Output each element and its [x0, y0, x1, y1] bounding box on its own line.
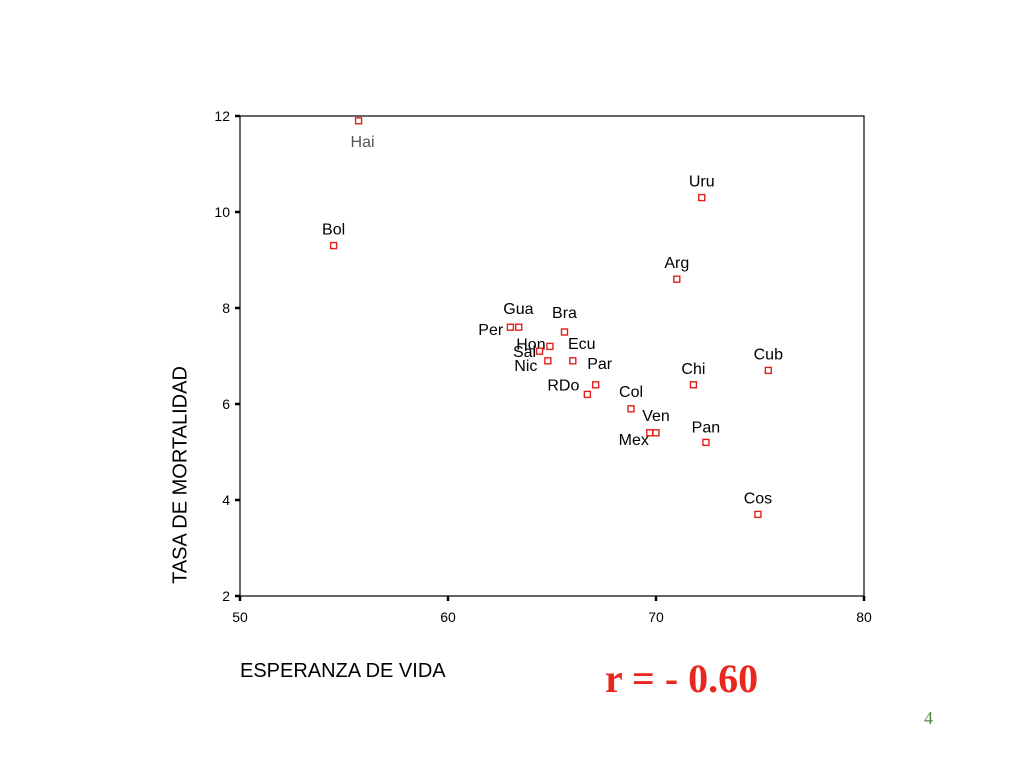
slide-number: 4 [924, 708, 933, 728]
y-tick-label: 2 [222, 588, 230, 604]
point-marker [591, 381, 600, 389]
point-label: RDo [547, 377, 579, 394]
y-tick-label: 4 [222, 492, 230, 508]
point-label: Sal [513, 344, 536, 361]
point-label: Ecu [568, 336, 596, 353]
x-tick-label: 70 [648, 609, 664, 625]
point-marker [560, 328, 569, 336]
point-label: Hai [351, 134, 375, 151]
point-label: Per [478, 322, 504, 339]
point-label: Chi [681, 361, 705, 378]
y-axis-title: TASA DE MORTALIDAD [169, 366, 192, 584]
point-marker [698, 193, 706, 202]
point-label: Cos [744, 490, 772, 507]
point-label: Cub [754, 346, 783, 363]
point-label: Uru [689, 174, 715, 191]
point-marker [673, 275, 681, 283]
point-label: Gua [503, 301, 533, 318]
point-label: Bra [552, 305, 577, 322]
x-axis-title: ESPERANZA DE VIDA [240, 660, 446, 682]
point-label: Nic [514, 358, 537, 375]
point-marker [329, 241, 338, 250]
y-tick-label: 6 [222, 396, 230, 412]
point-marker [583, 390, 592, 399]
y-tick-label: 8 [222, 300, 230, 316]
y-tick-label: 10 [214, 204, 230, 220]
point-marker [354, 117, 363, 125]
point-label: Par [587, 356, 613, 373]
point-marker [544, 357, 552, 365]
point-marker [627, 405, 635, 413]
y-tick-label: 12 [214, 108, 230, 124]
point-marker [764, 366, 773, 375]
point-label: Mex [619, 432, 649, 449]
point-label: Pan [692, 419, 720, 436]
point-marker [702, 438, 710, 447]
point-marker [546, 342, 554, 351]
x-tick-label: 80 [856, 609, 872, 625]
point-marker [689, 381, 698, 389]
point-marker [535, 347, 544, 355]
point-marker [569, 357, 577, 365]
plot-frame [239, 115, 865, 597]
point-marker [652, 429, 660, 437]
point-marker [515, 323, 523, 331]
point-marker [754, 510, 762, 519]
point-label: Arg [664, 255, 689, 272]
point-marker [506, 323, 515, 331]
x-tick-label: 60 [440, 609, 456, 625]
point-label: Ven [642, 408, 670, 425]
correlation-annotation: r = - 0.60 [605, 656, 759, 701]
point-label: Col [619, 384, 643, 401]
x-tick-label: 50 [232, 609, 248, 625]
point-label: Bol [322, 222, 345, 239]
